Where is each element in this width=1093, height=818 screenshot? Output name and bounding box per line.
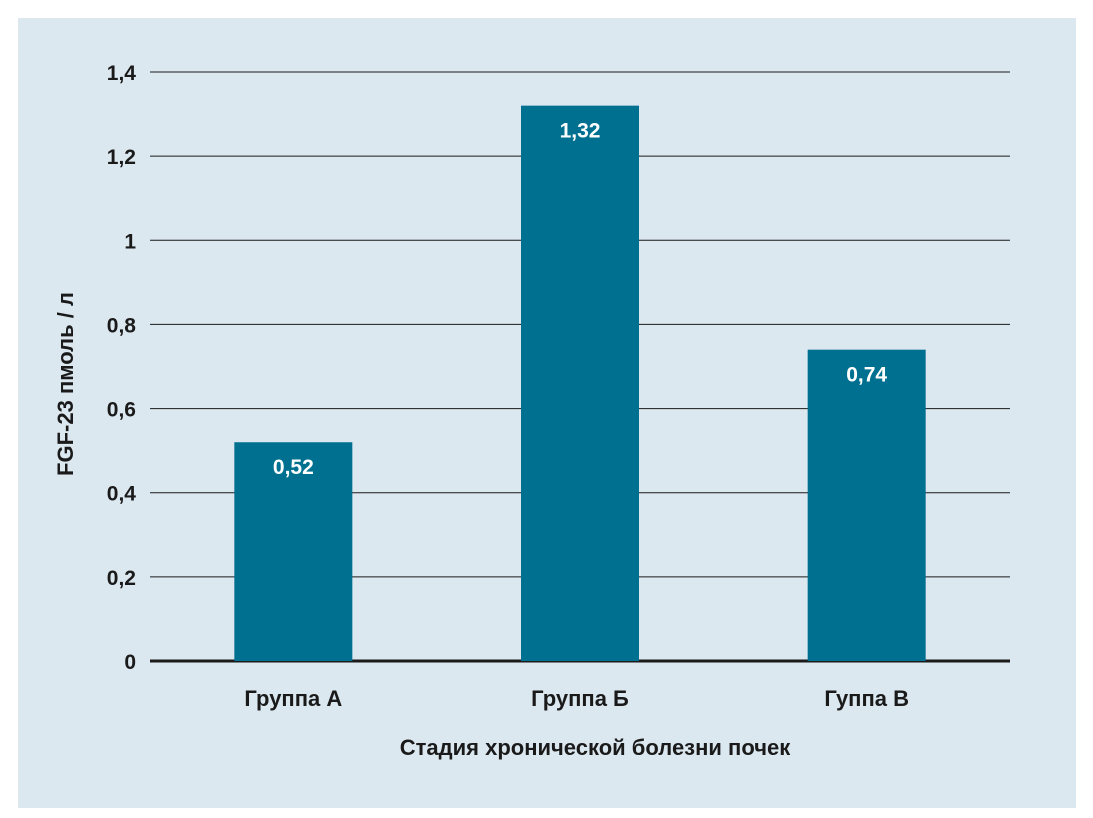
y-tick-label: 0,8 [107, 314, 137, 337]
bar-value-label: 0,74 [846, 364, 887, 387]
x-category-label: Группа А [244, 686, 342, 711]
bar [807, 349, 926, 661]
chart-panel: 0,52 1,32 0,74 0 0,2 0,4 0,6 0,8 1 1,2 1,4 Группа… [18, 18, 1076, 808]
bar [234, 442, 353, 661]
bar-value-label: 0,52 [273, 456, 314, 479]
y-tick-labels: 0 0,2 0,4 0,6 0,8 1 1,2 1,4 [107, 62, 137, 674]
y-tick-label: 1 [124, 230, 136, 253]
y-tick-label: 0,6 [107, 399, 136, 422]
bars: 0,52 1,32 0,74 [234, 105, 926, 661]
x-category-label: Группа Б [531, 686, 629, 711]
y-tick-label: 0 [124, 651, 136, 674]
x-axis-title: Стадия хронической болезни почек [400, 735, 791, 760]
bar [521, 105, 639, 661]
y-tick-label: 0,2 [107, 567, 136, 590]
bar-value-label: 1,32 [560, 120, 601, 143]
y-tick-label: 0,4 [107, 483, 137, 506]
x-category-labels: Группа А Группа Б Гуппа В [244, 686, 909, 711]
bar-chart: 0,52 1,32 0,74 0 0,2 0,4 0,6 0,8 1 1,2 1,4 Группа… [18, 18, 1076, 808]
y-tick-label: 1,4 [107, 62, 137, 85]
y-axis-title: FGF-23 пмоль / л [53, 292, 78, 476]
x-category-label: Гуппа В [824, 686, 909, 711]
y-tick-label: 1,2 [107, 146, 136, 169]
